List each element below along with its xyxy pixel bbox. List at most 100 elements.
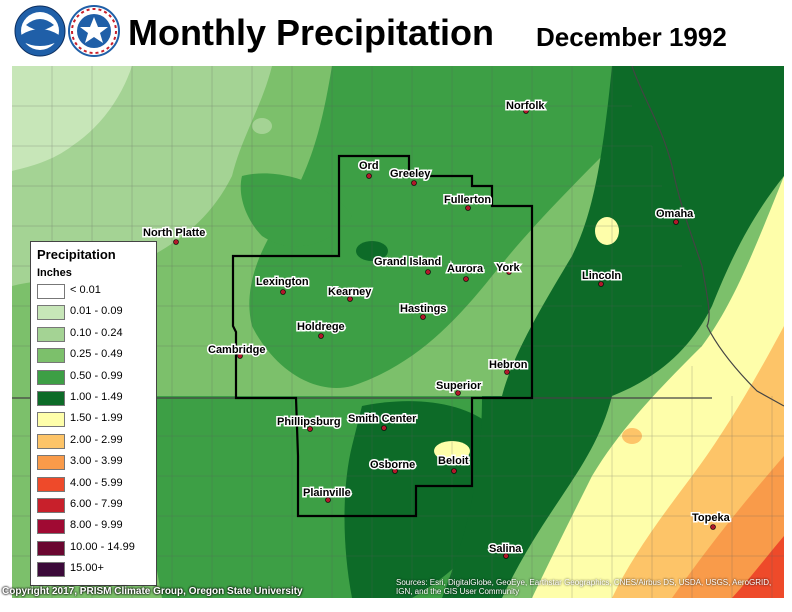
city-kearney: Kearney — [327, 285, 374, 302]
city-topeka: Topeka — [691, 511, 732, 530]
svg-text:Smith Center: Smith Center — [348, 413, 417, 425]
city-beloit: Beloit — [437, 454, 470, 474]
svg-text:Holdrege: Holdrege — [297, 321, 345, 333]
legend-row: 15.00+ — [37, 561, 155, 578]
legend-swatch — [37, 433, 65, 449]
legend-swatch — [37, 519, 65, 535]
map-sources-text: Sources: Esri, DigitalGlobe, GeoEye, Ear… — [396, 578, 772, 596]
precip-zone-dark-southeast — [442, 396, 612, 598]
city-lincoln: Lincoln — [581, 269, 623, 287]
city-salina: Salina — [488, 542, 524, 559]
svg-text:Beloit: Beloit — [438, 455, 469, 467]
city-superior: Superior — [435, 379, 483, 396]
svg-text:Phillipsburg: Phillipsburg — [277, 416, 341, 428]
legend-row: 0.25 - 0.49 — [37, 347, 155, 364]
precip-patch-light-1 — [595, 217, 619, 245]
legend-row: < 0.01 — [37, 283, 155, 299]
legend-label: 6.00 - 7.99 — [70, 498, 123, 510]
city-lexington: Lexington — [255, 275, 310, 295]
legend-row: 4.00 - 5.99 — [37, 476, 155, 492]
state-boundary-missouri-river — [631, 66, 784, 407]
precip-patch-light-3 — [252, 118, 272, 134]
city-plainville: Plainville — [302, 486, 352, 503]
city-grand-island: Grand Island — [373, 255, 443, 275]
legend-label: 1.00 - 1.49 — [70, 391, 123, 403]
city-cambridge: Cambridge — [207, 343, 267, 359]
svg-text:North Platte: North Platte — [143, 227, 205, 239]
svg-text:Omaha: Omaha — [656, 208, 694, 220]
legend-title: Precipitation — [37, 247, 116, 262]
svg-text:Plainville: Plainville — [303, 487, 351, 499]
map-date: December 1992 — [536, 22, 727, 52]
legend-swatch — [37, 412, 65, 428]
precip-zone-mid-north — [240, 173, 352, 247]
legend-swatch — [37, 326, 65, 342]
svg-text:Lexington: Lexington — [256, 276, 309, 288]
legend-label: 8.00 - 9.99 — [70, 519, 123, 532]
city-smith-center: Smith Center — [347, 412, 419, 431]
legend-swatch — [37, 476, 65, 492]
legend-units: Inches — [37, 267, 72, 279]
nws-logo — [68, 5, 120, 57]
svg-text:Grand Island: Grand Island — [374, 256, 441, 268]
precip-zone-mid-central — [249, 66, 632, 388]
map-legend: Precipitation Inches < 0.01 0.01 - 0.09 0.… — [30, 241, 157, 586]
legend-swatch — [37, 391, 65, 406]
city-aurora: Aurora — [446, 262, 485, 282]
svg-text:Cambridge: Cambridge — [208, 344, 265, 356]
legend-swatch — [37, 348, 65, 364]
svg-text:Topeka: Topeka — [692, 512, 731, 524]
svg-text:York: York — [496, 262, 521, 274]
svg-text:Greeley: Greeley — [390, 168, 431, 180]
legend-swatch — [37, 540, 65, 556]
svg-text:Lincoln: Lincoln — [582, 270, 621, 282]
precip-zone-dark-east — [502, 66, 784, 404]
legend-label: 4.00 - 5.99 — [70, 476, 123, 489]
legend-label: < 0.01 — [70, 284, 101, 296]
legend-swatch — [37, 305, 65, 321]
legend-label: 1.50 - 1.99 — [70, 412, 123, 425]
city-omaha: Omaha — [655, 207, 696, 225]
legend-swatch — [37, 455, 65, 471]
legend-row: 2.00 - 2.99 — [37, 433, 155, 449]
svg-text:Kearney: Kearney — [328, 286, 372, 298]
city-york: York — [495, 261, 523, 276]
map-header: Monthly Precipitation December 1992 — [0, 0, 792, 66]
highlighted-region-outline — [231, 154, 534, 518]
precip-zone-deep-orange — [672, 456, 784, 598]
legend-row: 0.10 - 0.24 — [37, 326, 155, 342]
legend-swatch — [37, 498, 65, 513]
legend-row: 10.00 - 14.99 — [37, 540, 155, 556]
legend-row: 6.00 - 7.99 — [37, 497, 155, 513]
svg-text:Aurora: Aurora — [447, 263, 484, 275]
legend-swatch — [37, 284, 65, 299]
svg-text:Ord: Ord — [359, 160, 379, 172]
legend-label: 2.00 - 2.99 — [70, 433, 123, 446]
city-norfolk: Norfolk — [505, 99, 547, 114]
svg-text:Superior: Superior — [436, 380, 482, 392]
legend-label: 15.00+ — [70, 562, 104, 575]
legend-label: 10.00 - 14.99 — [70, 540, 135, 553]
legend-label: 0.10 - 0.24 — [70, 326, 123, 339]
svg-text:Norfolk: Norfolk — [506, 100, 545, 112]
legend-label: 3.00 - 3.99 — [70, 455, 123, 468]
precip-zone-red — [732, 536, 784, 598]
legend-label: 0.25 - 0.49 — [70, 348, 123, 361]
map-title: Monthly Precipitation — [128, 12, 495, 53]
legend-swatch — [37, 562, 65, 578]
city-greeley: Greeley — [389, 167, 433, 186]
legend-row: 8.00 - 9.99 — [37, 518, 155, 535]
legend-swatch — [37, 369, 65, 385]
legend-row: 3.00 - 3.99 — [37, 454, 155, 471]
svg-text:Salina: Salina — [489, 543, 522, 555]
svg-text:Hastings: Hastings — [400, 303, 446, 315]
legend-label: 0.01 - 0.09 — [70, 305, 123, 318]
city-hastings: Hastings — [399, 302, 448, 320]
svg-text:Osborne: Osborne — [370, 459, 415, 471]
city-fullerton: Fullerton — [443, 193, 493, 211]
noaa-logo — [14, 5, 66, 57]
legend-label: 0.50 - 0.99 — [70, 369, 123, 382]
precip-zone-lightest-west — [12, 66, 132, 171]
city-phillipsburg: Phillipsburg — [276, 415, 342, 432]
city-osborne: Osborne — [369, 458, 417, 474]
